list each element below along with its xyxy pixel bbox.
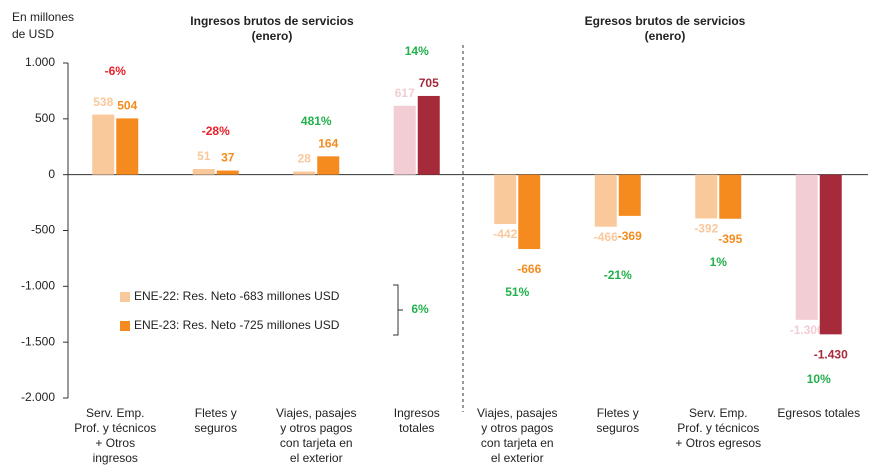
value-label: 617 [395,86,415,100]
bar [594,174,617,227]
x-tick-label: seguros [194,421,237,435]
legend-label: ENE-22: Res. Neto -683 millones USD [134,289,340,303]
value-label: -369 [618,229,642,243]
bar [393,105,416,175]
y-tick-label: 500 [35,111,55,125]
value-label: -395 [718,232,742,246]
y-tick-label: -1.500 [21,334,55,348]
value-label: -392 [694,222,718,236]
legend-swatch [120,292,130,302]
x-tick-label: Viajes, pasajes [477,406,558,420]
x-tick-label: Prof. y técnicos [677,421,759,435]
value-label: 28 [298,152,312,166]
bar [618,174,641,216]
value-label: -1.430 [814,348,848,362]
value-label: 37 [221,151,235,165]
y-axis-label: En millones [12,10,74,24]
legend-label: ENE-23: Res. Neto -725 millones USD [134,318,340,332]
y-tick-label: -500 [31,223,55,237]
x-tick-label: y otros pagos [280,421,352,435]
x-tick-label: Prof. y técnicos [74,421,156,435]
legend-swatch [120,321,130,331]
change-label: 1% [710,255,728,269]
group-title: Egresos brutos de servicios [585,14,746,28]
x-tick-label: + Otros egresos [675,436,761,450]
group-title: Ingresos brutos de servicios [190,14,354,28]
bar [293,171,316,175]
bar [92,114,115,175]
value-label: -666 [517,262,541,276]
value-label: -1.300 [790,323,824,337]
change-label: 51% [505,285,529,299]
value-label: 538 [93,95,113,109]
y-tick-label: 1.000 [25,55,55,69]
value-label: 51 [197,149,211,163]
value-label: 504 [117,99,137,113]
bar [518,174,541,250]
y-tick-label: -2.000 [21,390,55,404]
x-tick-label: Ingresos [394,406,440,420]
x-tick-label: Serv. Emp. [86,406,144,420]
value-label: -442 [493,227,517,241]
bar [116,118,139,175]
legend-bracket [393,284,403,336]
value-label: 705 [419,76,439,90]
x-tick-label: ingresos [93,451,138,465]
y-axis-label: de USD [12,27,54,41]
change-label: 10% [807,372,831,386]
value-label: -466 [594,230,618,244]
group-title: (enero) [645,29,686,43]
bar [317,156,340,175]
x-tick-label: totales [399,421,434,435]
x-tick-label: con tarjeta en [481,436,554,450]
x-tick-label: seguros [596,421,639,435]
x-tick-label: y otros pagos [481,421,553,435]
x-tick-label: con tarjeta en [280,436,353,450]
bar [719,174,742,219]
bar [819,174,842,335]
change-label: 481% [301,114,332,128]
x-tick-label: el exterior [290,451,343,465]
bar [795,174,818,320]
y-tick-label: 0 [48,167,55,181]
group-title: (enero) [252,29,293,43]
x-tick-label: Viajes, pasajes [276,406,357,420]
bar [192,168,215,175]
change-label: -28% [202,124,230,138]
y-tick-label: -1.000 [21,279,55,293]
bar [695,174,718,219]
x-tick-label: Serv. Emp. [689,406,747,420]
change-label: -6% [105,64,127,78]
bar [216,170,239,175]
change-label: -21% [604,268,632,282]
x-tick-label: + Otros [95,436,135,450]
x-tick-label: Fletes y [597,406,639,420]
bar [494,174,517,225]
x-tick-label: Fletes y [195,406,237,420]
x-tick-label: el exterior [491,451,544,465]
x-tick-label: Egresos totales [777,406,860,420]
change-label: 14% [405,44,429,58]
legend-change: 6% [411,302,429,316]
value-label: 164 [318,137,338,151]
bar [417,95,440,175]
